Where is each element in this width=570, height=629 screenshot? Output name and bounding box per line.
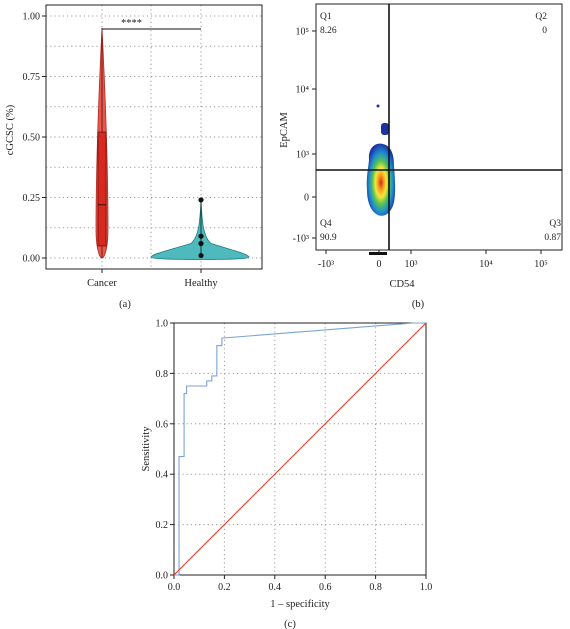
panel-b-ytick-label: 0	[304, 193, 309, 204]
panel-a: 0.00 0.25 0.50 0.75 1.00 cGCSC (%) **** Canc…	[5, 4, 263, 310]
panel-a-ylabel: cGCSC (%)	[5, 104, 16, 155]
cancer-box	[97, 131, 107, 247]
q2-label: Q2	[535, 12, 547, 22]
panel-c-y-ticks: 0.0 0.2 0.4 0.6 0.8 1.0	[156, 319, 174, 582]
panel-c-xtick-label: 0.8	[369, 582, 382, 593]
healthy-point	[198, 233, 204, 239]
panel-a-y-ticks: 0.00 0.25 0.50 0.75 1.00	[23, 12, 46, 265]
panel-b-ylabel: EpCAM	[279, 112, 290, 148]
panel-b-xtick-label: 10³	[405, 259, 418, 270]
panel-b-xtick-label: 10⁴	[479, 259, 493, 270]
panel-c-xlabel: 1 – specificity	[270, 599, 330, 610]
panel-c-ytick-label: 0.0	[156, 571, 169, 582]
healthy-point	[198, 197, 204, 203]
reference-diagonal	[173, 322, 427, 576]
panel-b: -10³ 0 10³ 10⁴ 10⁵ -10³ 0 10³ 10⁴ 10⁵ EpCAM CD54…	[279, 3, 563, 310]
panel-c-label: (c)	[284, 619, 296, 629]
panel-c-ytick-label: 1.0	[156, 319, 169, 330]
panel-c-xtick-label: 0.2	[218, 582, 231, 593]
density-spot-upper	[381, 123, 389, 135]
panel-b-xtick-label: 10⁵	[534, 259, 548, 270]
q3-value: 0.87	[544, 233, 561, 243]
panel-a-ytick-label: 0.75	[23, 72, 41, 83]
panel-c-ytick-label: 0.4	[156, 470, 169, 481]
panel-a-marks: ****	[95, 18, 250, 260]
panel-b-xtick-label: 0	[377, 259, 382, 270]
panel-b-ytick-label: 10⁴	[296, 85, 310, 96]
panel-c-xtick-label: 0.6	[319, 582, 332, 593]
panel-c-ytick-label: 0.2	[156, 520, 169, 531]
panel-a-ytick-label: 0.00	[23, 254, 41, 265]
panel-a-x-ticks: Cancer Healthy	[87, 269, 218, 289]
panel-b-y-ticks: -10³ 0 10³ 10⁴ 10⁵	[293, 27, 316, 245]
panel-c-xtick-label: 0.4	[269, 582, 282, 593]
panel-a-xtick-label: Cancer	[87, 278, 117, 289]
panel-c-ylabel: Sensitivity	[141, 426, 152, 472]
panel-a-ytick-label: 0.50	[23, 133, 41, 144]
panel-c-grid	[174, 323, 426, 575]
panel-c-xtick-label: 1.0	[420, 582, 433, 593]
q4-value: 90.9	[320, 233, 337, 243]
panel-b-ytick-label: -10³	[293, 234, 309, 245]
panel-b-xtick-label: -10³	[318, 259, 334, 270]
density-outlier	[376, 104, 380, 108]
q2-value: 0	[542, 26, 547, 36]
density-blob	[366, 143, 396, 216]
q4-label: Q4	[320, 219, 332, 229]
panel-b-ytick-label: 10³	[296, 150, 309, 161]
panel-a-ytick-label: 1.00	[23, 12, 41, 23]
panel-a-xtick-label: Healthy	[184, 278, 218, 289]
panel-c-ytick-label: 0.8	[156, 369, 169, 380]
healthy-violin	[150, 199, 250, 260]
panel-a-label: (a)	[119, 299, 131, 310]
panel-c-xtick-label: 0.0	[168, 582, 181, 593]
density-cloud	[366, 104, 396, 255]
panel-b-ytick-label: 10⁵	[296, 27, 310, 38]
panel-b-frame	[315, 3, 563, 251]
panel-a-frame	[45, 4, 263, 270]
panel-b-xlabel: CD54	[389, 279, 415, 290]
panel-b-label: (b)	[412, 299, 425, 310]
q3-label: Q3	[549, 219, 561, 229]
healthy-point	[198, 240, 204, 247]
panel-c: 0.0 0.2 0.4 0.6 0.8 1.0 0.0 0.2 0.4 0.6 0.8 1.0 Se…	[141, 319, 432, 629]
panel-c-x-ticks: 0.0 0.2 0.4 0.6 0.8 1.0	[168, 575, 433, 593]
panel-c-lines	[173, 322, 427, 576]
roc-curve	[174, 322, 426, 576]
q1-label: Q1	[320, 12, 332, 22]
q1-value: 8.26	[320, 26, 337, 36]
panel-c-ytick-label: 0.6	[156, 419, 169, 430]
significance-label: ****	[121, 18, 142, 29]
panel-b-x-ticks: -10³ 0 10³ 10⁴ 10⁵	[318, 250, 548, 270]
density-axis-events	[369, 252, 387, 255]
panel-c-frame	[173, 322, 427, 576]
panel-a-grid	[46, 5, 262, 269]
healthy-point	[198, 252, 204, 259]
panel-a-ytick-label: 0.25	[23, 193, 41, 204]
